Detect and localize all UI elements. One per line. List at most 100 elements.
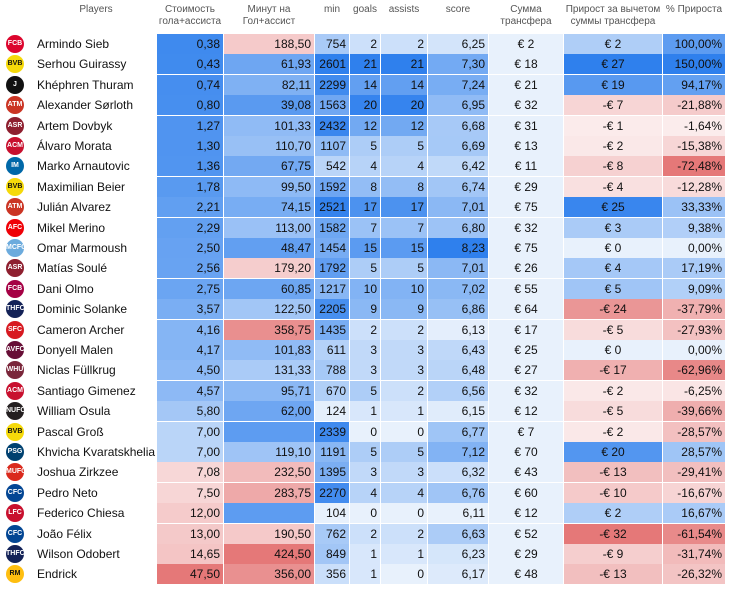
goals-cell: 4 (350, 482, 380, 503)
header-players: Players (79, 4, 113, 15)
cost-cell: 2,75 (157, 278, 223, 299)
assists-cell: 20 (381, 95, 427, 116)
dortmund-logo: BVB (6, 422, 24, 441)
minutes-cell: 1435 (315, 319, 349, 340)
goals-cell: 5 (350, 380, 380, 401)
player-name: Endrick (37, 567, 78, 582)
score-cell: 6,95 (428, 95, 488, 116)
goals-cell: 5 (350, 136, 380, 156)
gain-cell: € 0 (564, 340, 662, 360)
cost-cell: 4,50 (157, 360, 223, 381)
player-name: Khvicha Kvaratskhelia (37, 445, 156, 459)
player-name: Santiago Gimenez (37, 383, 136, 398)
villa-logo: AVFC (6, 341, 24, 359)
tottenham-logo: THFC (6, 545, 24, 563)
minutes-per-cell: 179,20 (224, 258, 314, 279)
minutes-cell: 2601 (315, 54, 349, 75)
gain-cell: -€ 1 (564, 115, 662, 136)
cost-cell: 4,16 (157, 319, 223, 340)
gain-pct-cell: 33,33% (663, 197, 725, 218)
table-row: THFC Wilson Odobert 14,65 424,50 849 1 1 6,23 € … (0, 544, 730, 564)
minutes-per-cell: 74,15 (224, 197, 314, 218)
table-row: ACM Santiago Gimenez 4,57 95,71 670 5 2 6,56 € 3… (0, 380, 730, 401)
transfer-cell: € 32 (489, 217, 563, 238)
gain-cell: -€ 2 (564, 136, 662, 156)
transfer-cell: € 64 (489, 299, 563, 320)
assists-cell: 9 (381, 299, 427, 320)
score-cell: 6,43 (428, 340, 488, 360)
table-row: ATM Alexander Sørloth 0,80 39,08 1563 20 20 6,9… (0, 95, 730, 116)
gain-pct-cell: -31,74% (663, 544, 725, 564)
minutes-cell: 1191 (315, 442, 349, 462)
minutes-per-cell: 119,10 (224, 442, 314, 462)
transfer-cell: € 27 (489, 360, 563, 381)
assists-cell: 17 (381, 197, 427, 218)
score-cell: 6,76 (428, 482, 488, 503)
assists-cell: 0 (381, 503, 427, 524)
score-cell: 6,56 (428, 380, 488, 401)
player-name: Serhou Guirassy (37, 57, 127, 72)
gain-cell: € 20 (564, 442, 662, 462)
gain-cell: -€ 4 (564, 176, 662, 197)
score-cell: 6,23 (428, 544, 488, 564)
gain-pct-cell: -16,67% (663, 482, 725, 503)
goals-cell: 7 (350, 217, 380, 238)
minutes-per-cell: 110,70 (224, 136, 314, 156)
mancity-logo: MCFC (6, 239, 24, 257)
table-row: PSG Khvicha Kvaratskhelia 7,00 119,10 1191 5 5… (0, 442, 730, 462)
transfer-cell: € 29 (489, 176, 563, 197)
score-cell: 6,77 (428, 421, 488, 442)
chelsea-logo: CFC (6, 483, 24, 502)
liverpool-logo: LFC (6, 504, 24, 523)
minutes-cell: 104 (315, 503, 349, 524)
player-name: Wilson Odobert (37, 547, 120, 561)
gain-pct-cell: 16,67% (663, 503, 725, 524)
cost-cell: 1,30 (157, 136, 223, 156)
score-cell: 7,12 (428, 442, 488, 462)
roma-logo: ASR (6, 116, 24, 135)
table-row: CFC Pedro Neto 7,50 283,75 2270 4 4 6,76 € 60 -€ … (0, 482, 730, 503)
minutes-cell: 611 (315, 340, 349, 360)
player-name: Maximilian Beier (37, 179, 126, 194)
header-gain: Прирост за вычетом суммы трансфера (565, 4, 661, 27)
minutes-cell: 1563 (315, 95, 349, 116)
minutes-per-cell: 101,83 (224, 340, 314, 360)
cost-cell: 0,43 (157, 54, 223, 75)
header-assists: assists (388, 4, 420, 15)
gain-cell: -€ 8 (564, 156, 662, 177)
minutes-per-cell: 62,00 (224, 401, 314, 422)
minutes-per-cell: 190,50 (224, 523, 314, 544)
score-cell: 6,74 (428, 176, 488, 197)
minutes-per-cell: 122,50 (224, 299, 314, 320)
player-name: João Félix (37, 526, 92, 541)
assists-cell: 5 (381, 442, 427, 462)
dortmund-logo: BVB (6, 177, 24, 196)
table-row: ASR Matías Soulé 2,56 179,20 1792 5 5 7,01 € 26 €… (0, 258, 730, 279)
inter-logo: IM (6, 157, 24, 176)
goals-cell: 1 (350, 564, 380, 585)
goals-cell: 2 (350, 523, 380, 544)
table-row: THFC Dominic Solanke 3,57 122,50 2205 9 9 6,86 €… (0, 299, 730, 320)
transfer-cell: € 48 (489, 564, 563, 585)
table-row: CFC João Félix 13,00 190,50 762 2 2 6,63 € 52 -€ … (0, 523, 730, 544)
score-cell: 6,15 (428, 401, 488, 422)
table-row: NUFC William Osula 5,80 62,00 124 1 1 6,15 € 12-… (0, 401, 730, 422)
psg-logo: PSG (6, 443, 24, 461)
table-row: MCFC Omar Marmoush 2,50 48,47 1454 15 15 8,23 € … (0, 238, 730, 258)
cost-cell: 2,56 (157, 258, 223, 279)
player-name: Khéphren Thuram (37, 77, 134, 92)
assists-cell: 7 (381, 217, 427, 238)
minutes-cell: 754 (315, 34, 349, 54)
gain-cell: -€ 32 (564, 523, 662, 544)
header-cost: Стоимость гола+ассиста (158, 4, 222, 27)
goals-cell: 0 (350, 503, 380, 524)
minutes-cell: 1582 (315, 217, 349, 238)
gain-cell: € 4 (564, 258, 662, 279)
minutes-per-cell (224, 503, 314, 524)
assists-cell: 12 (381, 115, 427, 136)
cost-cell: 7,50 (157, 482, 223, 503)
table-row: AVFC Donyell Malen 4,17 101,83 611 3 3 6,43 € 25… (0, 340, 730, 360)
transfer-cell: € 17 (489, 319, 563, 340)
minutes-cell: 849 (315, 544, 349, 564)
player-name: Mikel Merino (37, 220, 106, 235)
